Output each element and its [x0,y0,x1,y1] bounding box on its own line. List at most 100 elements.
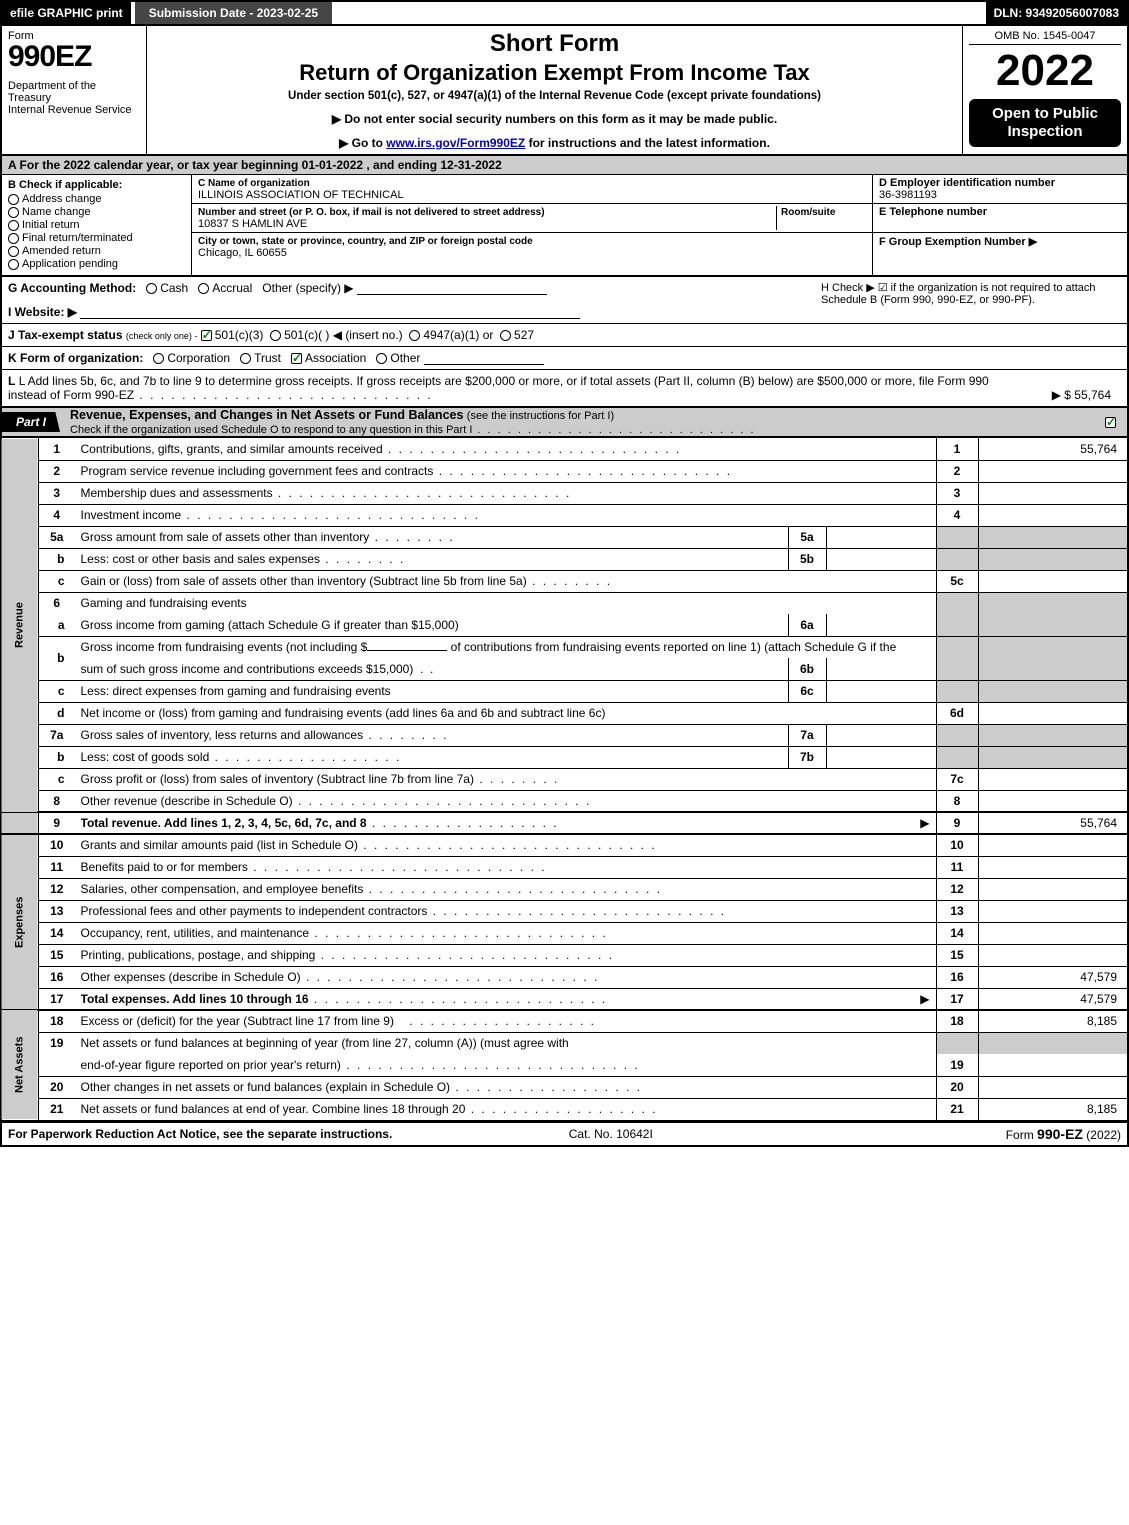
row-3: 3 Membership dues and assessments 3 [1,482,1128,504]
ssn-warning: ▶ Do not enter social security numbers o… [155,112,954,126]
dln-label: DLN: 93492056007083 [986,2,1127,24]
header-center: Short Form Return of Organization Exempt… [147,26,962,154]
radio-corp[interactable] [153,353,164,364]
l-text: L L Add lines 5b, 6c, and 7b to line 9 t… [8,374,1001,402]
tax-year: 2022 [969,49,1121,93]
row-11: 11 Benefits paid to or for members 11 [1,856,1128,878]
row-12: 12 Salaries, other compensation, and emp… [1,878,1128,900]
section-h: H Check ▶ ☑ if the organization is not r… [821,281,1121,319]
chk-association[interactable] [291,353,302,364]
org-name: ILLINOIS ASSOCIATION OF TECHNICAL [198,189,404,201]
row-1: Revenue 1 Contributions, gifts, grants, … [1,438,1128,460]
k-label: K Form of organization: [8,351,143,365]
return-title: Return of Organization Exempt From Incom… [155,60,954,86]
chk-application-pending[interactable]: Application pending [8,258,185,270]
section-l: L L Add lines 5b, 6c, and 7b to line 9 t… [0,370,1129,407]
chk-name-change[interactable]: Name change [8,206,185,218]
radio-cash[interactable] [146,283,157,294]
chk-amended-return[interactable]: Amended return [8,245,185,257]
row-5b: b Less: cost or other basis and sales ex… [1,548,1128,570]
row-6d: d Net income or (loss) from gaming and f… [1,702,1128,724]
row-6a: a Gross income from gaming (attach Sched… [1,614,1128,636]
val-17: 47,579 [978,988,1128,1010]
city-label: City or town, state or province, country… [198,236,533,247]
row-2: 2 Program service revenue including gove… [1,460,1128,482]
omb-number: OMB No. 1545-0047 [969,30,1121,45]
j-label: J Tax-exempt status [8,328,123,342]
c-label: C Name of organization [198,178,310,189]
radio-501c[interactable] [270,330,281,341]
radio-527[interactable] [500,330,511,341]
irs-link[interactable]: www.irs.gov/Form990EZ [386,136,525,150]
h-text: H Check ▶ ☑ if the organization is not r… [821,282,1096,306]
row-5a: 5a Gross amount from sale of assets othe… [1,526,1128,548]
group-exemption-cell: F Group Exemption Number ▶ [873,233,1127,250]
footer-left: For Paperwork Reduction Act Notice, see … [8,1127,392,1141]
val-9: 55,764 [978,812,1128,834]
efile-label[interactable]: efile GRAPHIC print [2,2,131,24]
part1-title-wrap: Revenue, Expenses, and Changes in Net As… [70,408,756,436]
g-label: G Accounting Method: [8,281,136,295]
row-20: 20 Other changes in net assets or fund b… [1,1076,1128,1098]
section-c: C Name of organization ILLINOIS ASSOCIAT… [192,175,872,275]
phone-cell: E Telephone number [873,204,1127,233]
e-label: E Telephone number [879,206,987,218]
chk-501c3[interactable] [201,330,212,341]
part1-checkbox[interactable] [1105,415,1119,429]
other-org-line[interactable] [424,364,544,365]
row-6c: c Less: direct expenses from gaming and … [1,680,1128,702]
row-9: 9 Total revenue. Add lines 1, 2, 3, 4, 5… [1,812,1128,834]
side-expenses: Expenses [1,834,39,1010]
val-18: 8,185 [978,1010,1128,1032]
row-6: 6 Gaming and fundraising events [1,592,1128,614]
l-value: ▶ $ 55,764 [1001,388,1121,402]
row-4: 4 Investment income 4 [1,504,1128,526]
f-label: F Group Exemption Number ▶ [879,236,1037,248]
radio-trust[interactable] [240,353,251,364]
room-label: Room/suite [781,207,835,218]
goto-instruction: ▶ Go to www.irs.gov/Form990EZ for instru… [155,136,954,150]
ein-cell: D Employer identification number 36-3981… [873,175,1127,204]
footer-form: Form 990-EZ (2022) [1006,1126,1121,1142]
website-line[interactable] [80,318,580,319]
chk-initial-return[interactable]: Initial return [8,219,185,231]
other-specify-line[interactable] [357,294,547,295]
d-label: D Employer identification number [879,177,1055,189]
radio-other-org[interactable] [376,353,387,364]
row-6b-cont: sum of such gross income and contributio… [1,658,1128,680]
short-form-title: Short Form [155,30,954,58]
chk-final-return[interactable]: Final return/terminated [8,232,185,244]
row-5c: c Gain or (loss) from sale of assets oth… [1,570,1128,592]
goto-post: for instructions and the latest informat… [525,136,770,150]
addr-label: Number and street (or P. O. box, if mail… [198,207,545,218]
section-b-title: B Check if applicable: [8,179,185,191]
row-21: 21 Net assets or fund balances at end of… [1,1098,1128,1120]
val-16: 47,579 [978,966,1128,988]
row-6b: b Gross income from fundraising events (… [1,636,1128,658]
header-right: OMB No. 1545-0047 2022 Open to Public In… [962,26,1127,154]
radio-4947[interactable] [409,330,420,341]
chk-address-change[interactable]: Address change [8,193,185,205]
section-k: K Form of organization: Corporation Trus… [0,347,1129,370]
info-grid: B Check if applicable: Address change Na… [0,174,1129,277]
section-a: A For the 2022 calendar year, or tax yea… [0,156,1129,174]
subtitle: Under section 501(c), 527, or 4947(a)(1)… [155,90,954,102]
row-15: 15 Printing, publications, postage, and … [1,944,1128,966]
radio-accrual[interactable] [198,283,209,294]
row-19b: end-of-year figure reported on prior yea… [1,1054,1128,1076]
section-g-h: G Accounting Method: Cash Accrual Other … [0,277,1129,324]
section-g: G Accounting Method: Cash Accrual Other … [8,281,580,319]
part1-title: Revenue, Expenses, and Changes in Net As… [70,408,463,422]
row-13: 13 Professional fees and other payments … [1,900,1128,922]
part1-header: Part I Revenue, Expenses, and Changes in… [0,407,1129,438]
side-net-assets: Net Assets [1,1010,39,1120]
goto-pre: ▶ Go to [339,136,386,150]
j-note: (check only one) - [126,331,198,341]
row-7c: c Gross profit or (loss) from sales of i… [1,768,1128,790]
section-j: J Tax-exempt status (check only one) - 5… [0,324,1129,347]
city-value: Chicago, IL 60655 [198,247,287,259]
side-revenue: Revenue [1,438,39,812]
part1-tab: Part I [2,412,60,432]
row-7a: 7a Gross sales of inventory, less return… [1,724,1128,746]
part1-check-text: Check if the organization used Schedule … [70,424,472,436]
